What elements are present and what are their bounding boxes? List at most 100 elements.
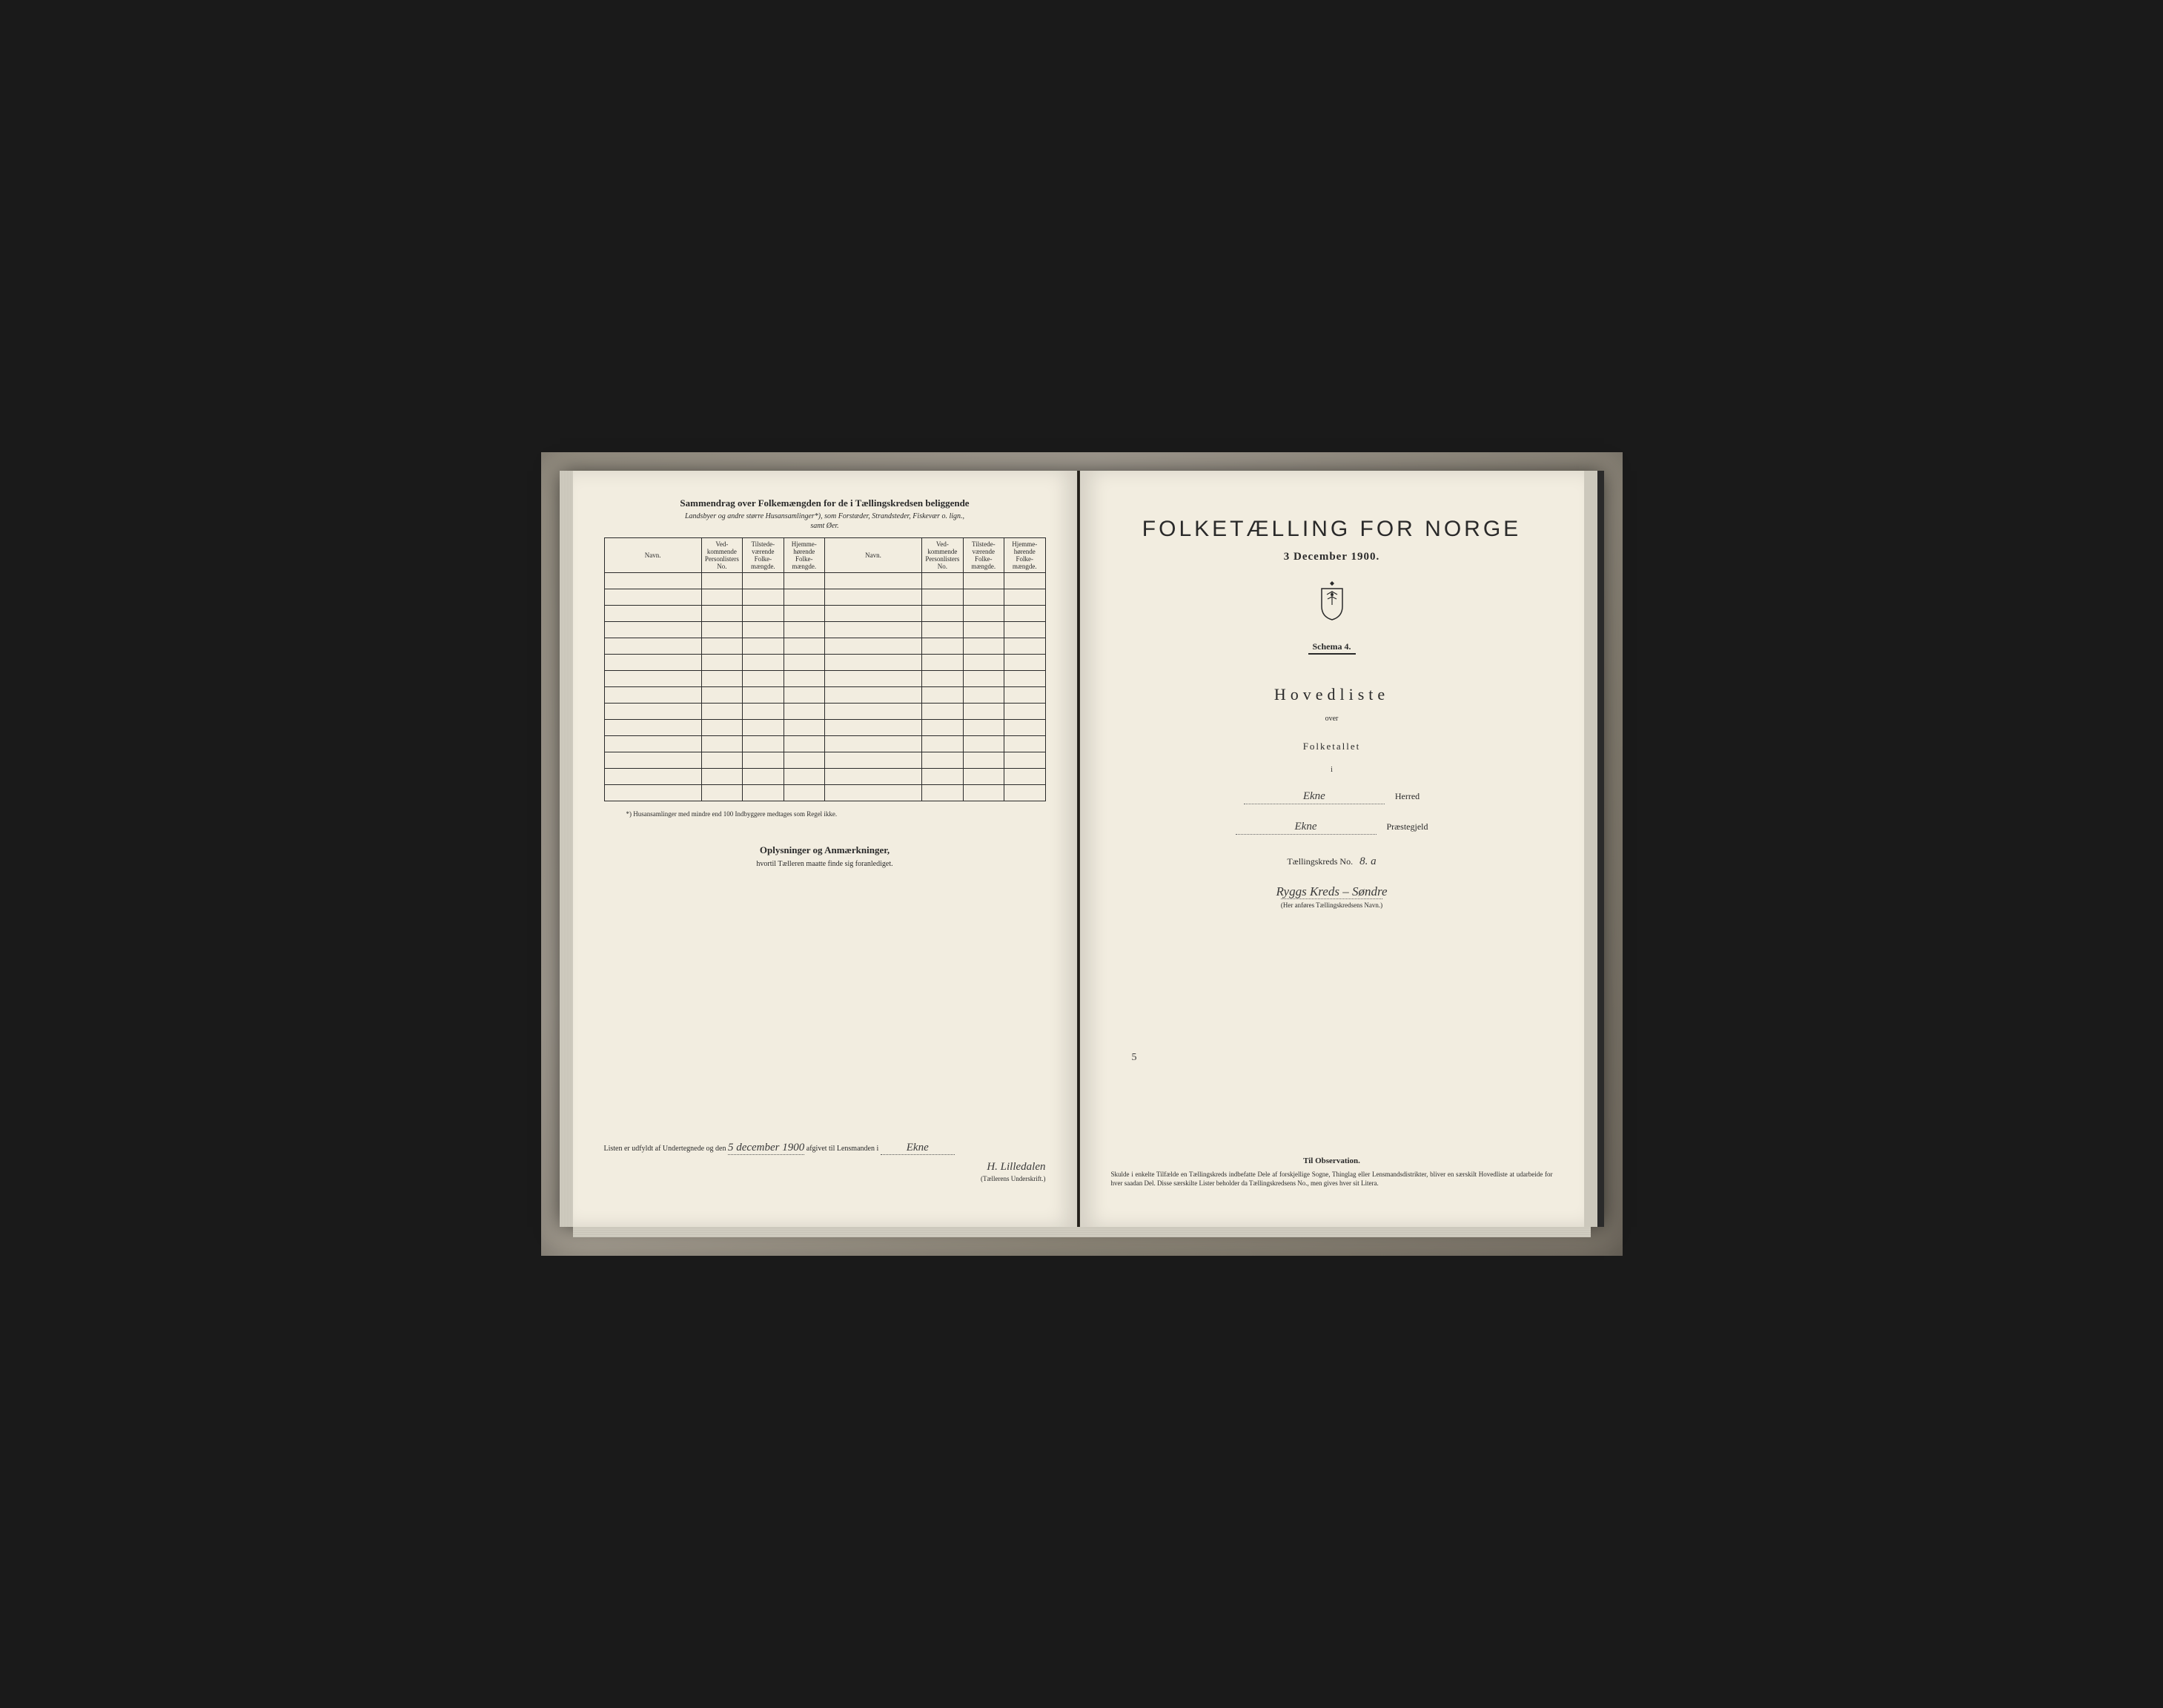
observation-title: Til Observation. — [1111, 1156, 1553, 1165]
table-cell — [743, 622, 784, 638]
table-cell — [824, 573, 921, 589]
right-page: FOLKETÆLLING FOR NORGE 3 December 1900. … — [1080, 471, 1584, 1227]
table-row — [604, 606, 1045, 622]
table-cell — [963, 769, 1004, 785]
table-cell — [1004, 687, 1046, 704]
table-cell — [604, 704, 701, 720]
table-cell — [604, 573, 701, 589]
table-row — [604, 589, 1045, 606]
table-cell — [922, 720, 963, 736]
folketallet-label: Folketallet — [1111, 741, 1553, 752]
table-cell — [743, 589, 784, 606]
col-tilstede-2: Tilstede- værende Folke- mængde. — [963, 538, 1004, 573]
table-cell — [922, 622, 963, 638]
table-cell — [743, 638, 784, 655]
census-title: FOLKETÆLLING FOR NORGE — [1111, 517, 1553, 542]
table-cell — [604, 752, 701, 769]
table-cell — [604, 769, 701, 785]
table-cell — [784, 573, 824, 589]
table-cell — [824, 704, 921, 720]
coat-of-arms-icon — [1111, 580, 1553, 625]
table-row — [604, 736, 1045, 752]
tkreds-value: 8. a — [1359, 855, 1377, 867]
census-date: 3 December 1900. — [1111, 551, 1553, 563]
sig-date: 5 december 1900 — [728, 1142, 804, 1155]
book-spread: Sammendrag over Folkemængden for de i Tæ… — [560, 471, 1604, 1227]
table-row — [604, 655, 1045, 671]
table-cell — [784, 655, 824, 671]
table-cell — [1004, 720, 1046, 736]
table-row — [604, 671, 1045, 687]
table-cell — [743, 606, 784, 622]
page-edge-bottom — [573, 1227, 1591, 1237]
table-cell — [1004, 736, 1046, 752]
table-cell — [1004, 622, 1046, 638]
schema-label: Schema 4. — [1111, 641, 1553, 652]
table-cell — [963, 638, 1004, 655]
table-row — [604, 573, 1045, 589]
summary-title: Sammendrag over Folkemængden for de i Tæ… — [604, 497, 1046, 509]
schema-text: Schema 4. — [1308, 641, 1356, 655]
table-cell — [701, 606, 742, 622]
over-label: over — [1111, 715, 1553, 723]
table-cell — [784, 606, 824, 622]
table-cell — [824, 752, 921, 769]
table-cell — [824, 606, 921, 622]
table-cell — [963, 589, 1004, 606]
table-cell — [1004, 671, 1046, 687]
table-cell — [922, 589, 963, 606]
table-cell — [824, 655, 921, 671]
table-cell — [963, 785, 1004, 801]
table-cell — [743, 687, 784, 704]
table-cell — [604, 785, 701, 801]
table-cell — [824, 687, 921, 704]
table-cell — [963, 655, 1004, 671]
remarks-subtitle: hvortil Tælleren maatte finde sig foranl… — [604, 860, 1046, 868]
table-cell — [743, 769, 784, 785]
table-row — [604, 622, 1045, 638]
herred-label: Herred — [1395, 791, 1420, 802]
table-cell — [701, 769, 742, 785]
remarks-title: Oplysninger og Anmærkninger, — [604, 844, 1046, 856]
col-hjemme-1: Hjemme- hørende Folke- mængde. — [784, 538, 824, 573]
left-page: Sammendrag over Folkemængden for de i Tæ… — [573, 471, 1077, 1227]
herred-line: Ekne Herred — [1111, 790, 1553, 804]
table-cell — [963, 573, 1004, 589]
i-label: i — [1111, 766, 1553, 774]
remarks-section: Oplysninger og Anmærkninger, hvortil Tæl… — [604, 844, 1046, 868]
table-cell — [922, 752, 963, 769]
summary-table: Navn. Ved- kommende Personlisters No. Ti… — [604, 537, 1046, 801]
table-header-row: Navn. Ved- kommende Personlisters No. Ti… — [604, 538, 1045, 573]
table-cell — [784, 704, 824, 720]
table-cell — [784, 671, 824, 687]
table-cell — [1004, 638, 1046, 655]
stray-handwritten-mark: 5 — [1132, 1052, 1137, 1064]
table-row — [604, 769, 1045, 785]
sig-prefix: Listen er udfyldt af Undertegnede og den — [604, 1145, 726, 1153]
observation-text: Skulde i enkelte Tilfælde en Tællingskre… — [1111, 1170, 1553, 1188]
table-cell — [743, 785, 784, 801]
table-cell — [824, 589, 921, 606]
page-edge-left — [560, 471, 573, 1227]
table-cell — [604, 589, 701, 606]
signature-line: Listen er udfyldt af Undertegnede og den… — [604, 1142, 1046, 1155]
kreds-caption-text: (Her anføres Tællingskredsens Navn.) — [1281, 898, 1382, 909]
hovedliste-heading: Hovedliste — [1111, 685, 1553, 704]
table-cell — [922, 785, 963, 801]
table-cell — [604, 720, 701, 736]
table-cell — [743, 573, 784, 589]
table-cell — [701, 720, 742, 736]
table-cell — [604, 671, 701, 687]
table-row — [604, 704, 1045, 720]
table-cell — [701, 752, 742, 769]
col-vedkommende-1: Ved- kommende Personlisters No. — [701, 538, 742, 573]
col-navn-1: Navn. — [604, 538, 701, 573]
table-cell — [701, 589, 742, 606]
table-cell — [963, 720, 1004, 736]
table-cell — [743, 655, 784, 671]
table-cell — [701, 573, 742, 589]
kreds-name-value: Ryggs Kreds – Søndre — [1276, 884, 1387, 898]
table-cell — [824, 720, 921, 736]
table-cell — [963, 671, 1004, 687]
table-cell — [743, 736, 784, 752]
